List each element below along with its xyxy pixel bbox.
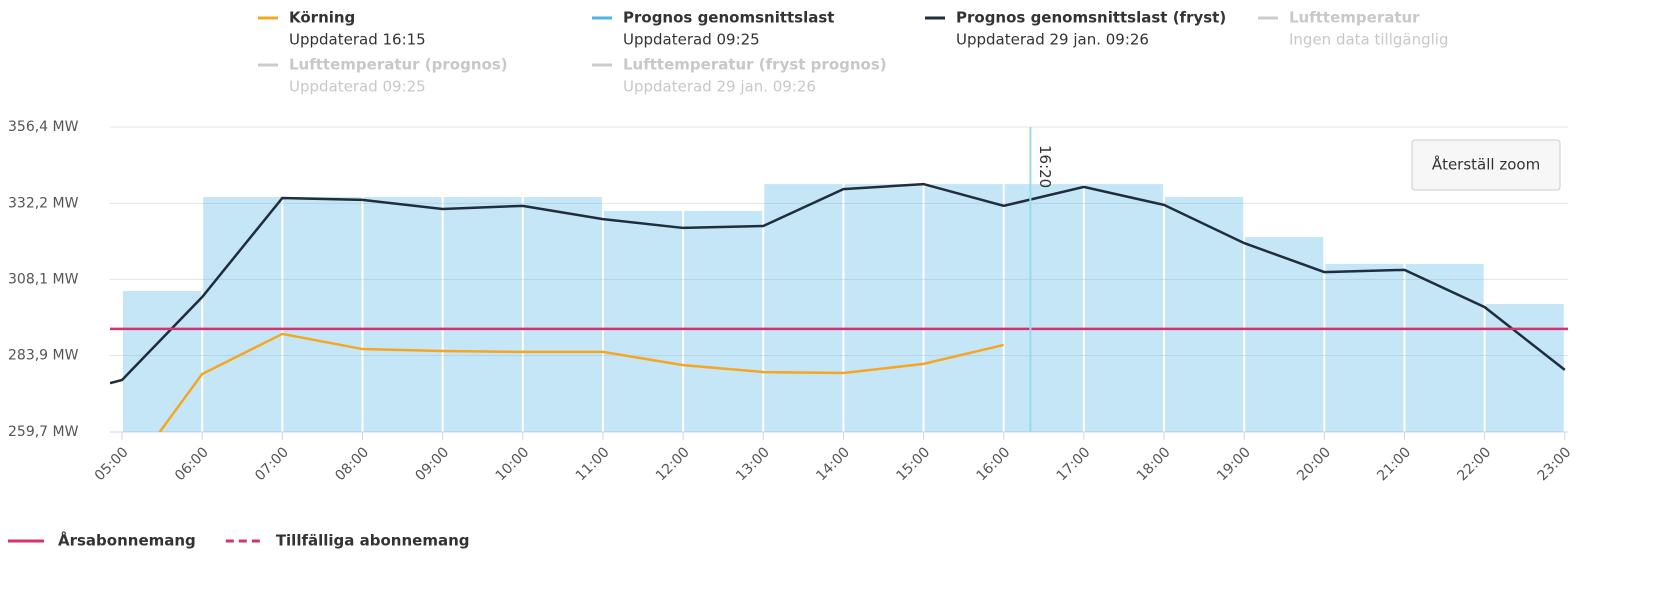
reset-zoom-button[interactable]: Återställ zoom [1411,139,1561,191]
legend-name: Lufttemperatur [1289,9,1420,27]
x-tick-label: 06:00 [172,444,212,484]
x-tick-label: 08:00 [332,444,372,484]
bar [764,184,843,432]
x-tick-label: 05:00 [92,444,132,484]
bar [1405,263,1484,432]
line [110,182,1566,385]
bar [523,197,602,432]
y-tick-label: 283,9 MW [8,348,79,364]
legend: Körning Uppdaterad 16:15 Prognos genomsnit… [8,9,1449,550]
y-tick-label: 259,7 MW [8,424,79,440]
bar [603,210,683,432]
x-tick-label: 22:00 [1454,444,1494,484]
x-tick-label: 17:00 [1054,444,1094,484]
bar [1325,263,1404,432]
legend-name: Prognos genomsnittslast [623,9,834,27]
x-tick-label: 18:00 [1134,444,1174,484]
bar [844,184,923,432]
bar [283,197,362,432]
x-tick-label: 16:00 [974,444,1014,484]
x-tick-label: 14:00 [813,444,853,484]
bars [123,184,1564,432]
bar [1245,237,1324,432]
x-tick-label: 07:00 [252,444,292,484]
legend-note: Uppdaterad 16:15 [289,31,426,49]
bar [123,291,202,432]
bar [684,210,763,432]
line [158,332,1005,432]
legend-note: Ingen data tillgänglig [1289,31,1449,49]
x-tick-label: 20:00 [1294,444,1334,484]
button-label[interactable]: Återställ zoom [1432,155,1540,174]
x-tick-label: 10:00 [493,444,533,484]
x-tick-label: 11:00 [573,444,613,484]
legend-note: Uppdaterad 29 jan. 09:26 [623,78,816,96]
bar [1004,184,1083,432]
legend-name: Lufttemperatur (prognos) [289,56,508,74]
legend-name: Tillfälliga abonnemang [276,532,470,550]
button-bg[interactable] [1411,139,1561,191]
x-tick-label: 09:00 [412,444,452,484]
bar [1485,303,1564,432]
bar [203,197,282,432]
x-tick-label: 21:00 [1374,444,1414,484]
x-tick-label: 12:00 [653,444,693,484]
legend-note: Uppdaterad 09:25 [289,78,426,96]
bar [443,197,522,432]
legend-name: Prognos genomsnittslast (fryst) [956,9,1226,27]
y-tick-label: 356,4 MW [8,119,79,135]
time-marker-label: 16:20 [1036,145,1054,188]
x-tick-label: 13:00 [733,444,773,484]
legend-note: Uppdaterad 29 jan. 09:26 [956,31,1149,49]
legend-note: Uppdaterad 09:25 [623,31,760,49]
bar [1084,184,1164,432]
bar [1165,197,1244,432]
legend-name: Körning [289,9,355,27]
bar [924,184,1003,432]
bar [363,197,442,432]
x-tick-label: 15:00 [893,444,933,484]
x-tick-label: 19:00 [1214,444,1254,484]
lines [110,127,1568,432]
legend-name: Årsabonnemang [58,531,196,550]
y-tick-label: 308,1 MW [8,271,79,287]
legend-name: Lufttemperatur (fryst prognos) [623,56,887,74]
y-tick-label: 332,2 MW [8,195,79,211]
x-tick-label: 23:00 [1535,444,1575,484]
